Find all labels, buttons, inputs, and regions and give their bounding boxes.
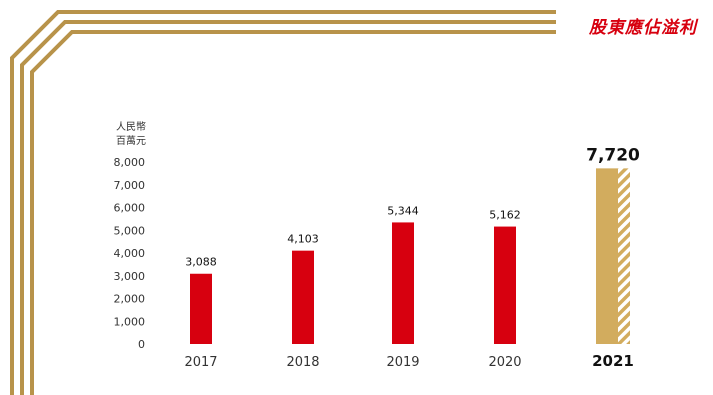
bar-2018 bbox=[292, 250, 314, 344]
decorative-frame-lines bbox=[10, 10, 556, 395]
frame-line bbox=[20, 20, 556, 395]
y-unit-label-line1: 人民幣 bbox=[116, 122, 146, 133]
value-label-2021: 7,720 bbox=[586, 145, 640, 165]
bar-2017 bbox=[190, 273, 212, 344]
frame-line bbox=[30, 30, 556, 395]
value-label-2020: 5,162 bbox=[489, 209, 521, 222]
value-label-2019: 5,344 bbox=[387, 204, 419, 217]
bars bbox=[190, 168, 630, 344]
y-tick-label: 2,000 bbox=[114, 293, 146, 306]
y-tick-label: 5,000 bbox=[114, 224, 146, 237]
y-tick-label: 7,000 bbox=[114, 179, 146, 192]
bar-2021-stripe bbox=[618, 168, 630, 344]
value-label-2017: 3,088 bbox=[185, 256, 217, 269]
bar-2020 bbox=[494, 226, 516, 344]
value-labels: 3,088 4,103 5,344 5,162 7,720 bbox=[185, 145, 640, 268]
y-tick-label: 1,000 bbox=[114, 315, 146, 328]
x-tick-label-2019: 2019 bbox=[386, 355, 419, 370]
y-tick-label: 6,000 bbox=[114, 202, 146, 215]
bar-2019 bbox=[392, 222, 414, 344]
y-tick-label: 8,000 bbox=[114, 156, 146, 169]
x-tick-label-2020: 2020 bbox=[488, 355, 521, 370]
y-unit-label-line2: 百萬元 bbox=[116, 136, 146, 147]
frame-line bbox=[10, 10, 556, 395]
bar-2021 bbox=[596, 168, 618, 344]
y-tick-label: 0 bbox=[138, 338, 145, 351]
y-tick-label: 3,000 bbox=[114, 270, 146, 283]
value-label-2018: 4,103 bbox=[287, 233, 319, 246]
y-tick-label: 4,000 bbox=[114, 247, 146, 260]
x-tick-label-2021: 2021 bbox=[592, 352, 634, 370]
y-axis-ticks: 0 1,000 2,000 3,000 4,000 5,000 6,000 7,000 8,00… bbox=[114, 156, 146, 351]
x-tick-label-2017: 2017 bbox=[184, 355, 217, 370]
x-axis-ticks: 2017 2018 2019 2020 2021 bbox=[184, 352, 633, 370]
x-tick-label-2018: 2018 bbox=[286, 355, 319, 370]
chart-title: 股東應佔溢利 bbox=[589, 18, 697, 38]
